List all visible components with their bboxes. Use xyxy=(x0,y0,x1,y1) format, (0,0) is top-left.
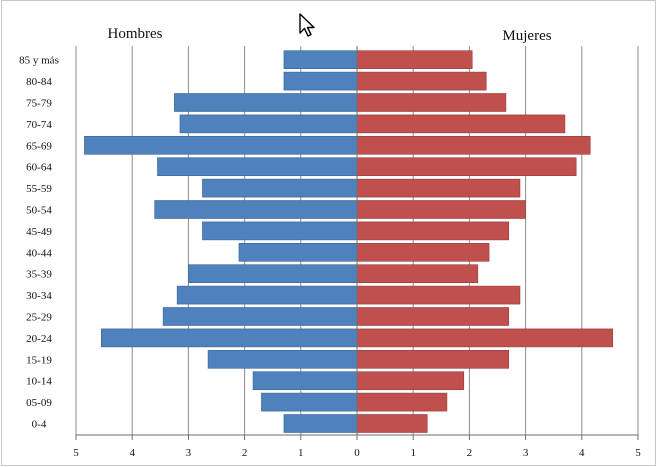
left-series-title: Hombres xyxy=(108,26,163,42)
bar-mujeres xyxy=(356,114,566,134)
category-label: 55-59 xyxy=(26,183,52,195)
bar-hombres xyxy=(207,349,358,369)
x-tick-label: 1 xyxy=(410,447,416,459)
bar-hombres xyxy=(283,414,358,433)
bar-mujeres xyxy=(356,328,614,348)
category-label: 25-29 xyxy=(26,312,52,324)
category-label: 60-64 xyxy=(26,162,52,174)
category-label: 40-44 xyxy=(26,247,52,259)
bar-hombres xyxy=(283,50,358,70)
bar-hombres xyxy=(261,392,358,412)
x-tick-label: 3 xyxy=(523,447,529,459)
bar-mujeres xyxy=(356,200,526,219)
bar-hombres xyxy=(100,328,358,348)
bars xyxy=(84,50,614,433)
bar-mujeres xyxy=(356,136,591,155)
bar-mujeres xyxy=(356,285,521,305)
bar-mujeres xyxy=(356,157,577,176)
bar-mujeres xyxy=(356,178,521,198)
x-tick-label: 0 xyxy=(354,447,360,459)
x-tick-label: 4 xyxy=(129,447,135,459)
category-label: 35-39 xyxy=(26,269,52,281)
bar-mujeres xyxy=(356,71,487,91)
bar-hombres xyxy=(176,285,358,305)
category-label: 10-14 xyxy=(26,376,52,388)
bar-mujeres xyxy=(356,414,428,433)
category-label: 75-79 xyxy=(26,98,52,110)
mouse-pointer-icon xyxy=(299,13,315,37)
x-tick-label: 2 xyxy=(467,447,473,459)
x-tick-label: 1 xyxy=(298,447,304,459)
bar-mujeres xyxy=(356,93,507,112)
x-tick-label: 5 xyxy=(73,447,79,459)
bar-mujeres xyxy=(356,371,465,391)
bar-hombres xyxy=(202,178,358,198)
category-label: 65-69 xyxy=(26,140,52,152)
bar-hombres xyxy=(157,157,358,176)
x-tick-label: 3 xyxy=(186,447,192,459)
bar-hombres xyxy=(154,200,358,219)
category-label: 85 y más xyxy=(19,55,59,67)
bar-hombres xyxy=(238,243,358,262)
category-label: 20-24 xyxy=(26,333,52,345)
x-tick-label: 5 xyxy=(635,447,641,459)
category-label: 50-54 xyxy=(26,205,52,217)
category-label: 45-49 xyxy=(26,226,52,238)
bar-mujeres xyxy=(356,243,490,262)
bar-hombres xyxy=(188,264,358,284)
bar-mujeres xyxy=(356,307,510,326)
category-label: 15-19 xyxy=(26,354,52,366)
category-label: 80-84 xyxy=(26,76,52,88)
labels: Hombres Mujeres 85 y más 80-84 75-79 70-74 6… xyxy=(19,26,641,459)
x-tick-label: 2 xyxy=(242,447,248,459)
bar-hombres xyxy=(84,136,358,155)
bar-hombres xyxy=(252,371,358,391)
category-label: 70-74 xyxy=(26,119,52,131)
bar-mujeres xyxy=(356,392,448,412)
bar-hombres xyxy=(202,221,358,241)
x-tick-label: 4 xyxy=(579,447,585,459)
category-label: 05-09 xyxy=(26,397,52,409)
bar-mujeres xyxy=(356,221,510,241)
axes xyxy=(75,46,639,440)
bar-mujeres xyxy=(356,349,510,369)
category-label: 0-4 xyxy=(32,419,47,431)
bar-mujeres xyxy=(356,264,479,284)
bar-mujeres xyxy=(356,50,473,70)
right-series-title: Mujeres xyxy=(502,28,551,44)
bar-hombres xyxy=(162,307,358,326)
category-label: 30-34 xyxy=(26,290,52,302)
bar-hombres xyxy=(179,114,358,134)
bar-hombres xyxy=(174,93,358,112)
bar-hombres xyxy=(283,71,358,91)
